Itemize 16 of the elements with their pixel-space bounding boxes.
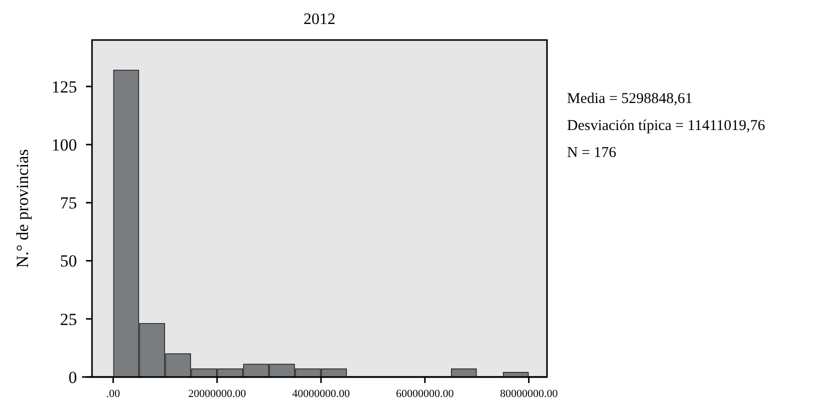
x-tick-label: 60000000.00: [396, 388, 454, 400]
y-tick-label: 75: [60, 194, 77, 213]
chart-title: 2012: [304, 11, 336, 28]
y-tick-label: 50: [60, 252, 77, 271]
y-tick-label: 25: [60, 310, 77, 329]
x-tick-label: 20000000.00: [188, 388, 246, 400]
y-tick-label: 100: [52, 136, 77, 155]
text: N = 176: [567, 145, 617, 161]
x-tick-label: 40000000.00: [292, 388, 350, 400]
y-axis-title: N.° de provincias: [13, 149, 32, 268]
y-tick-label: 125: [52, 77, 77, 96]
x-tick-label: 80000000.00: [500, 388, 558, 400]
y-tick-label: 0: [68, 368, 77, 387]
x-tick-label: .00: [106, 388, 121, 400]
text: Desviación típica = 11411019,76: [567, 118, 766, 134]
text: Media = 5298848,61: [567, 91, 693, 107]
